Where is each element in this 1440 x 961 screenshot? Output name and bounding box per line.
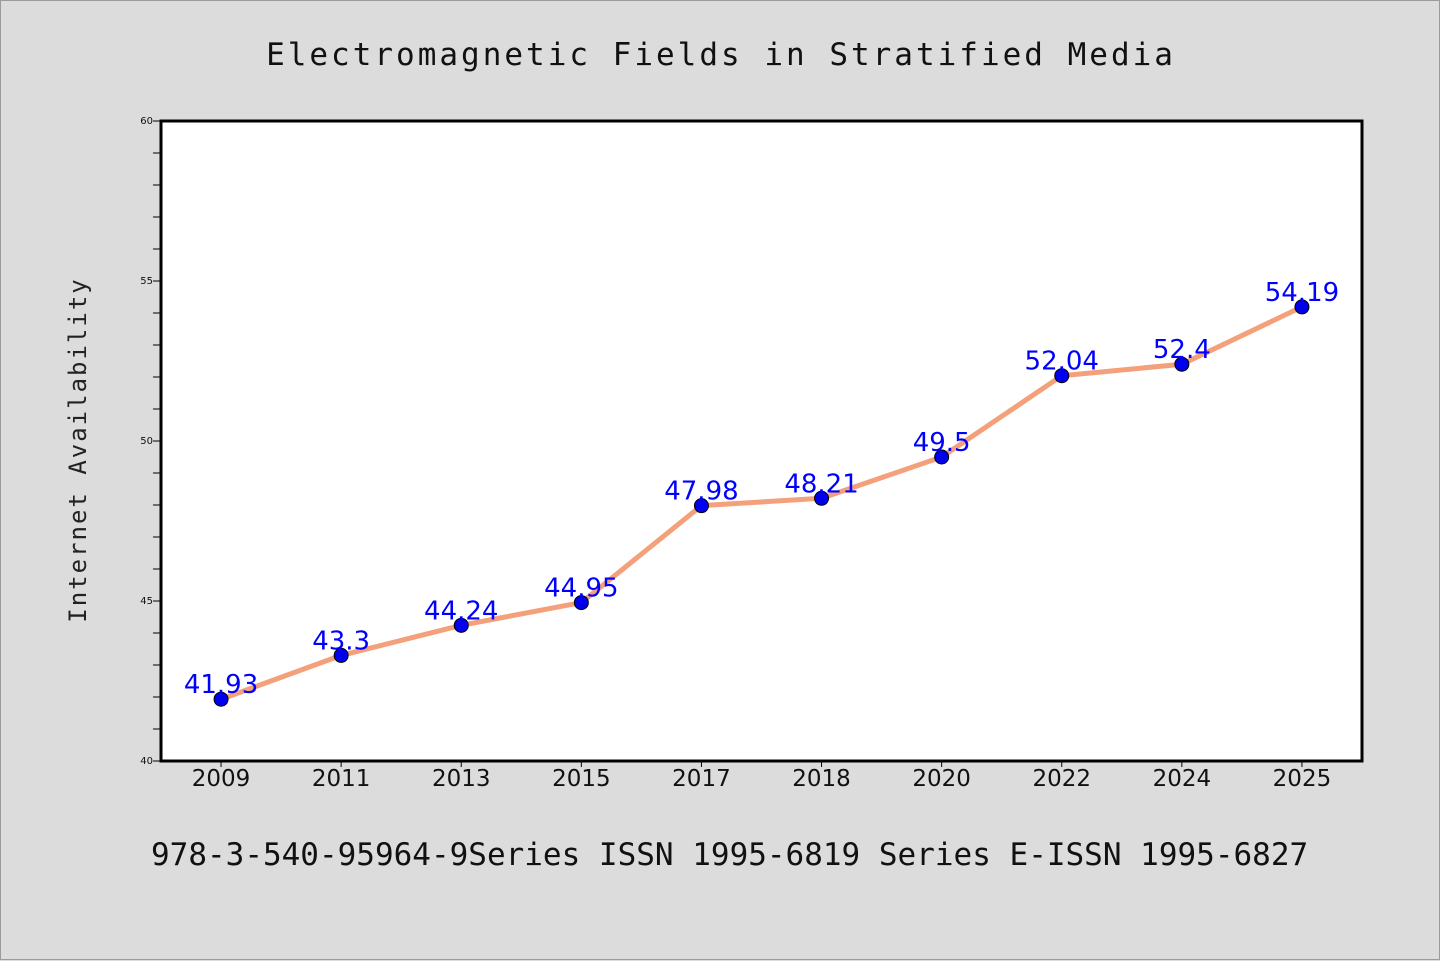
y-tick-label: 50 — [140, 436, 153, 447]
x-axis-ticks: 2009 2011 2013 2015 2017 2018 2020 2022 2024 2025 — [192, 761, 1331, 792]
data-label: 52.04 — [1025, 347, 1099, 377]
data-point-marker — [213, 691, 229, 707]
data-point-marker — [693, 498, 709, 514]
data-label: 49.5 — [913, 428, 971, 458]
series-line — [218, 304, 1305, 702]
x-tick-label: 2022 — [1032, 766, 1091, 792]
data-label: 47.98 — [664, 477, 738, 507]
data-label: 44.24 — [424, 596, 498, 626]
y-tick-label: 45 — [140, 596, 153, 607]
data-label: 41.93 — [184, 670, 258, 700]
data-label: 44.95 — [544, 574, 618, 604]
y-tick-label: 60 — [140, 116, 153, 127]
data-point-marker — [934, 449, 950, 465]
series-group: 41.93 43.3 44.24 44.95 47.98 48.21 49.5 52.04 52… — [184, 278, 1339, 707]
x-tick-label: 2017 — [672, 766, 731, 792]
y-tick-label: 40 — [140, 756, 153, 767]
data-point-marker — [333, 647, 349, 663]
x-tick-label: 2009 — [192, 766, 251, 792]
x-tick-label: 2013 — [432, 766, 491, 792]
x-tick-label: 2025 — [1273, 766, 1332, 792]
x-tick-label: 2018 — [792, 766, 851, 792]
data-point-marker — [1054, 368, 1070, 384]
data-label: 54.19 — [1265, 278, 1339, 308]
footer-isbn-text: 978-3-540-95964-9Series ISSN 1995-6819 S… — [151, 837, 1308, 873]
y-tick-label: 55 — [140, 276, 153, 287]
data-point-marker — [1294, 299, 1310, 315]
x-tick-label: 2024 — [1153, 766, 1212, 792]
data-point-marker — [814, 490, 830, 506]
chart-title: Electromagnetic Fields in Stratified Med… — [266, 37, 1176, 73]
data-point-marker — [1174, 356, 1190, 372]
x-tick-label: 2011 — [312, 766, 371, 792]
data-label: 48.21 — [784, 469, 858, 499]
plot-area — [159, 119, 1364, 763]
data-point-marker — [453, 617, 469, 633]
x-tick-label: 2015 — [552, 766, 611, 792]
y-axis-label: Internet Availability — [64, 277, 92, 622]
x-tick-label: 2020 — [912, 766, 971, 792]
data-point-marker — [573, 595, 589, 611]
y-axis-ticks: 40 45 50 55 60 — [140, 116, 161, 767]
data-label: 52.4 — [1153, 335, 1211, 365]
data-label: 43.3 — [312, 626, 370, 656]
